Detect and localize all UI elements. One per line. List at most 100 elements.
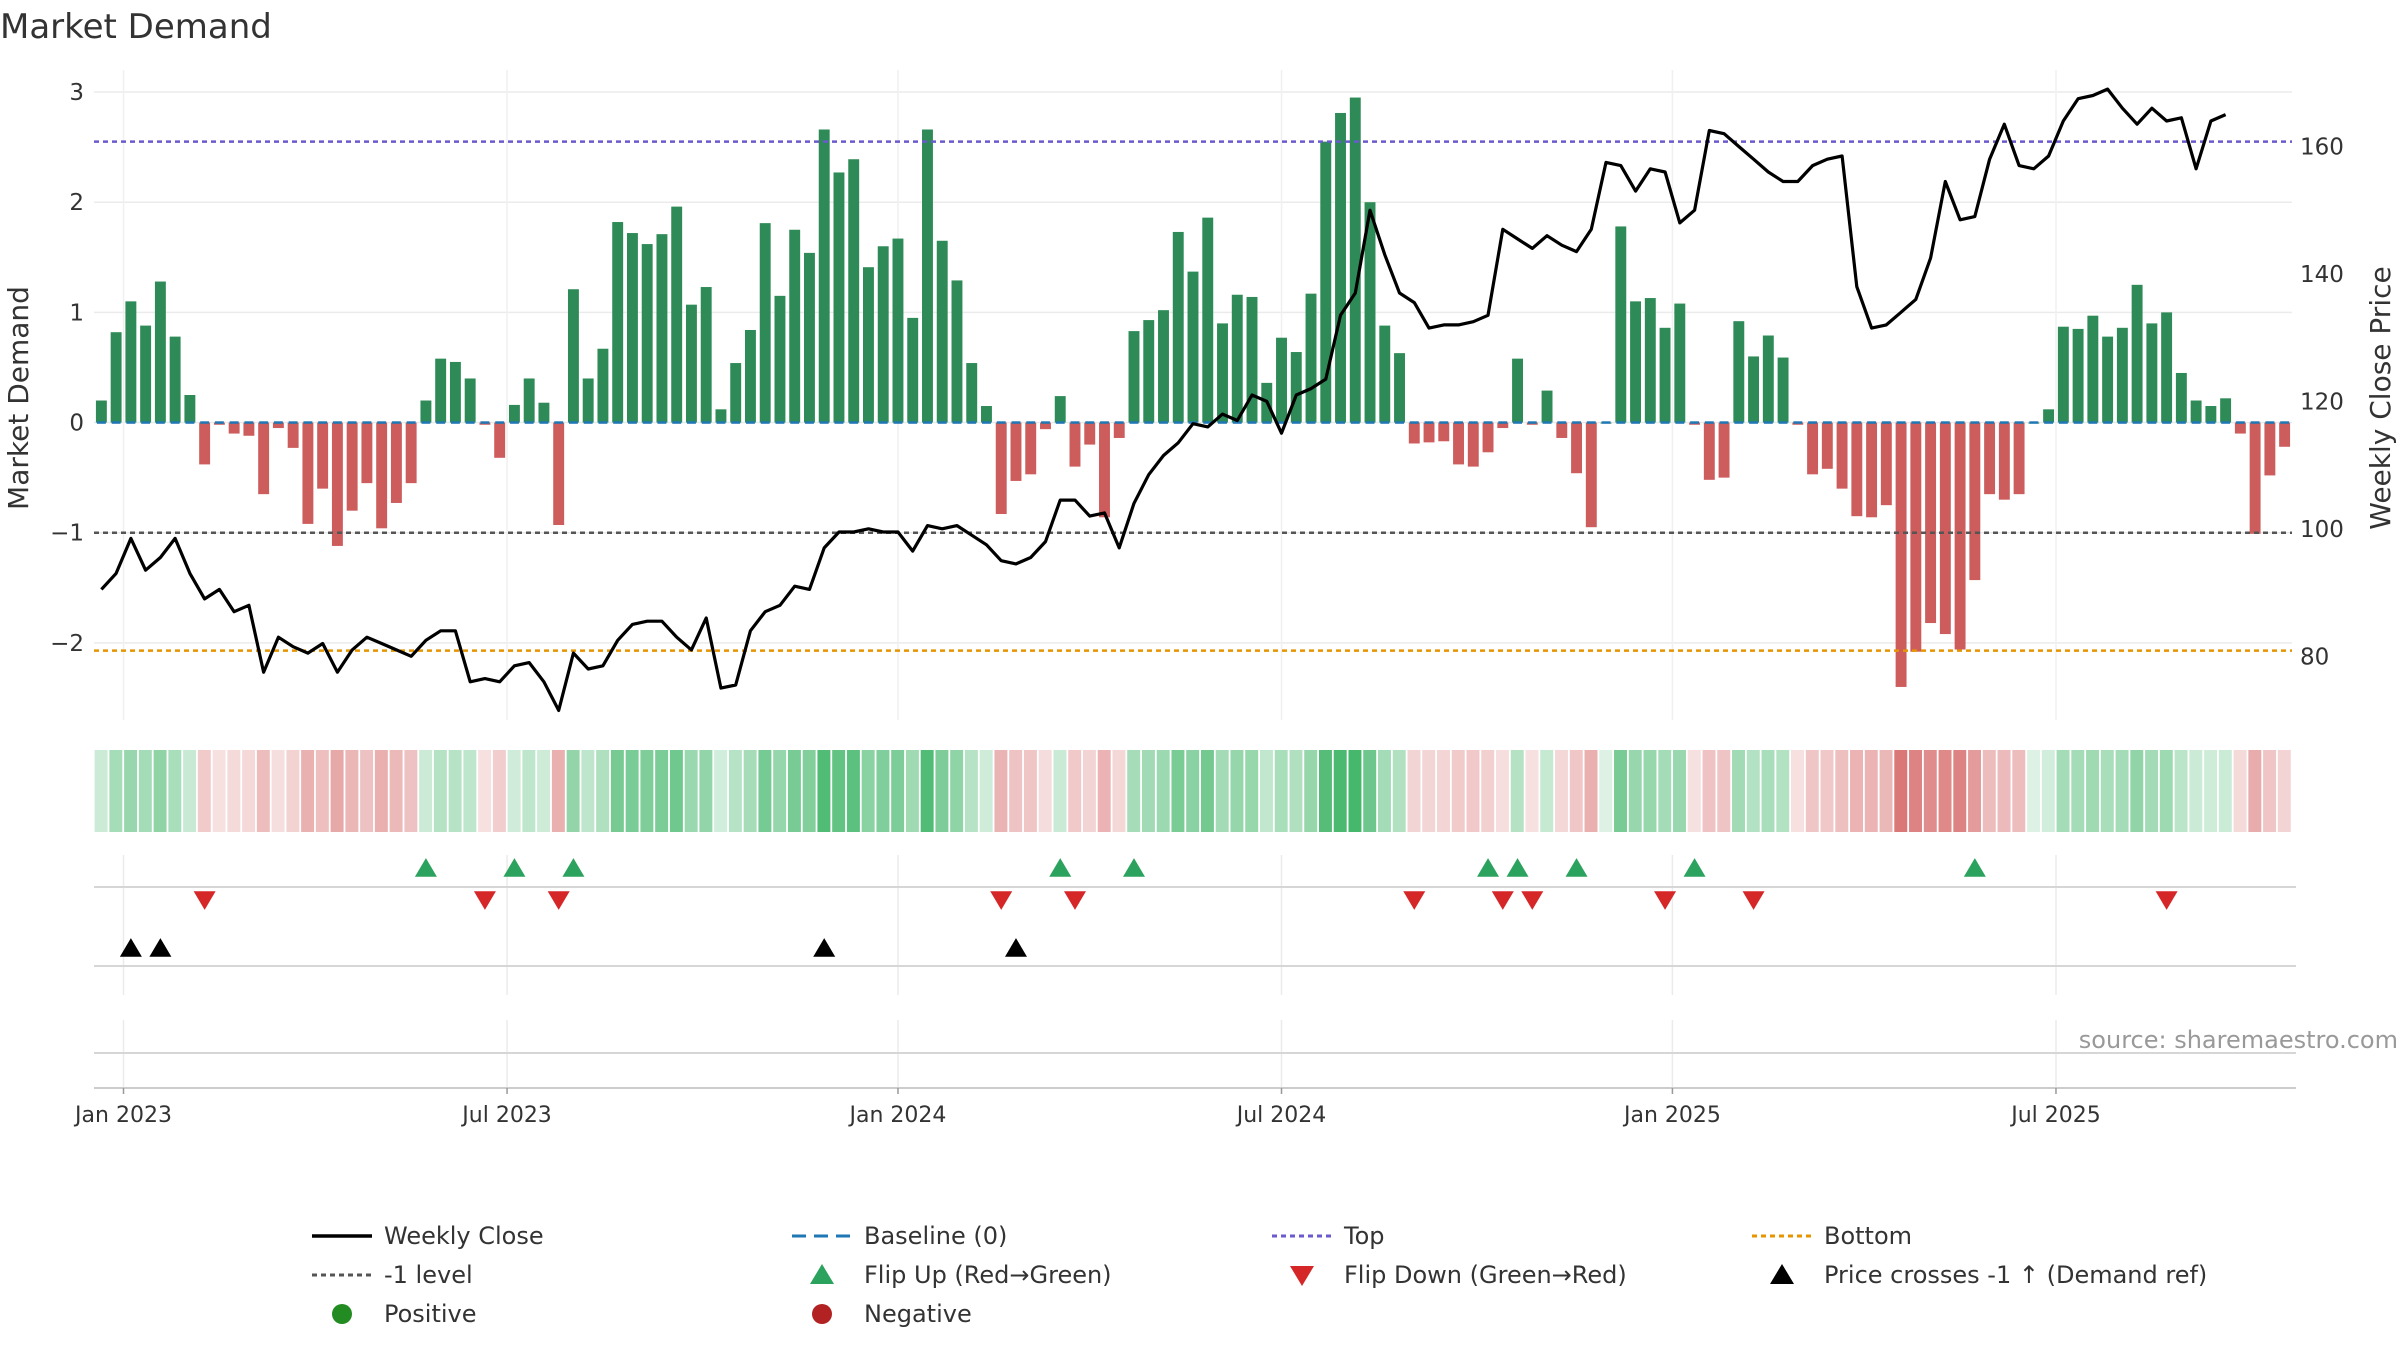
- heat-cell: [360, 750, 374, 832]
- demand-bar: [1158, 310, 1169, 423]
- demand-bar: [154, 281, 166, 423]
- heat-cell: [802, 750, 816, 832]
- legend-label: Flip Up (Red→Green): [864, 1261, 1112, 1289]
- heat-cell: [2248, 750, 2262, 832]
- demand-bar: [789, 229, 801, 423]
- heat-cell: [950, 750, 964, 832]
- heat-cell: [389, 750, 403, 832]
- demand-bar: [907, 317, 919, 423]
- demand-bar: [1379, 325, 1391, 423]
- heat-cell: [1643, 750, 1657, 832]
- reference-lines: [94, 140, 2292, 652]
- demand-bar: [1246, 296, 1258, 423]
- demand-bar: [390, 422, 402, 503]
- flip-up-marker: [1565, 858, 1588, 877]
- heat-cell: [448, 750, 462, 832]
- heat-cell: [787, 750, 801, 832]
- flip-down-marker: [1491, 891, 1514, 910]
- demand-bar: [2131, 284, 2143, 423]
- heat-cell: [256, 750, 270, 832]
- demand-bar: [1821, 422, 1833, 469]
- heat-cell: [2145, 750, 2159, 832]
- demand-bar: [1984, 422, 1996, 495]
- heat-cell: [994, 750, 1008, 832]
- heat-cell: [905, 750, 919, 832]
- heat-cell: [1746, 750, 1760, 832]
- demand-bar: [626, 233, 638, 423]
- heat-cell: [1702, 750, 1716, 832]
- signal-markers: [119, 858, 2178, 957]
- price-cross-marker: [149, 938, 172, 957]
- demand-bar: [715, 409, 727, 423]
- heat-cell: [1879, 750, 1893, 832]
- legend-item: Flip Up (Red→Green): [810, 1261, 1112, 1289]
- demand-bar: [1394, 353, 1405, 423]
- heat-cell: [1097, 750, 1111, 832]
- heat-cell: [1466, 750, 1480, 832]
- heat-cell: [1186, 750, 1200, 832]
- demand-bar: [1895, 422, 1907, 687]
- heat-cell: [492, 750, 506, 832]
- demand-bar: [1143, 320, 1155, 423]
- demand-bar: [877, 246, 889, 423]
- heat-cell: [891, 750, 905, 832]
- demand-bar: [199, 422, 211, 465]
- heat-cell: [1496, 750, 1509, 832]
- heat-cell: [699, 750, 713, 832]
- heat-cell: [109, 750, 123, 832]
- heat-cell: [374, 750, 388, 832]
- demand-bar: [1290, 352, 1302, 423]
- demand-bar: [2043, 409, 2055, 423]
- flip-down-marker: [2155, 891, 2178, 910]
- demand-bar: [346, 422, 358, 511]
- demand-bar: [228, 422, 240, 434]
- heat-cell: [1112, 750, 1126, 832]
- heat-cell: [2071, 750, 2085, 832]
- x-tick-label: Jan 2023: [73, 1103, 172, 1128]
- gridlines: [94, 70, 2296, 1089]
- demand-bar: [1998, 422, 2010, 500]
- demand-bar: [331, 422, 343, 546]
- heat-cell: [1805, 750, 1819, 832]
- demand-bar: [1084, 422, 1096, 445]
- heat-cell: [1761, 750, 1775, 832]
- demand-bar: [1054, 396, 1066, 423]
- legend-item: Price crosses -1 ↑ (Demand ref): [1770, 1261, 2207, 1289]
- heat-cell: [1584, 750, 1598, 832]
- heat-cell: [920, 750, 934, 832]
- demand-bar: [1777, 357, 1789, 423]
- demand-bar: [1880, 422, 1892, 506]
- demand-bar: [1866, 422, 1878, 518]
- demand-bar: [1512, 358, 1523, 423]
- heat-cell: [758, 750, 772, 832]
- demand-bar: [1349, 97, 1361, 423]
- heat-cell: [1510, 750, 1524, 832]
- heat-cell: [1864, 750, 1878, 832]
- demand-bar: [730, 363, 742, 423]
- heat-cell: [1732, 750, 1745, 832]
- flip-up-marker: [562, 858, 585, 877]
- demand-bar: [966, 363, 978, 423]
- flip-up-marker: [503, 858, 526, 877]
- heat-cell: [964, 750, 978, 832]
- heat-cell: [2027, 750, 2041, 832]
- heat-cell: [1599, 750, 1613, 832]
- heat-cell: [1938, 750, 1952, 832]
- demand-bar: [1674, 303, 1686, 423]
- heat-cell: [1909, 750, 1923, 832]
- demand-bar: [1069, 422, 1081, 467]
- heat-cell: [2086, 750, 2100, 832]
- demand-bar: [449, 361, 461, 423]
- legend-swatch-negative: [812, 1304, 832, 1324]
- heat-cell: [1569, 750, 1583, 832]
- heat-cell: [2012, 750, 2026, 832]
- heat-cell: [1259, 750, 1273, 832]
- heat-cell: [2159, 750, 2173, 832]
- heat-cell: [861, 750, 875, 832]
- heat-cell: [876, 750, 890, 832]
- demand-bar: [2175, 372, 2187, 423]
- heat-cell: [2218, 750, 2232, 832]
- demand-bar: [1497, 422, 1509, 429]
- legend: Weekly Close Baseline (0) Top Bottom -1 leve…: [312, 1222, 2207, 1328]
- demand-bar: [1453, 422, 1464, 465]
